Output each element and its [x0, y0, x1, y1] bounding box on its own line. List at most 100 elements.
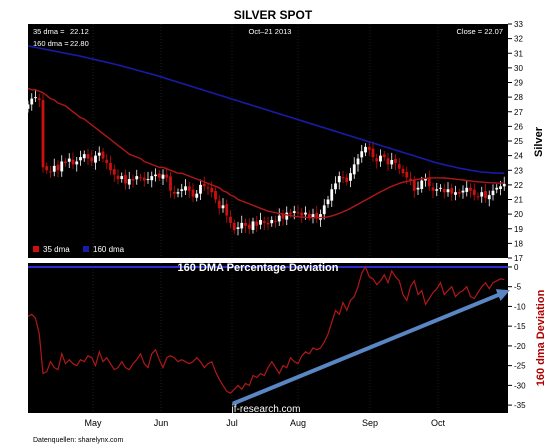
candle-body [64, 161, 67, 163]
candle-body [457, 192, 461, 194]
candle-body [495, 187, 499, 190]
candle-body [461, 190, 465, 193]
candle-body [431, 187, 435, 191]
date-label: Oct–21 2013 [249, 27, 292, 36]
candle-body [349, 173, 352, 181]
candle-body [491, 190, 495, 196]
candle-body [341, 177, 345, 179]
trend-arrow [232, 289, 510, 406]
candle-body [304, 212, 307, 215]
candle-body [26, 104, 30, 109]
candle-body [262, 221, 266, 223]
candle-body [270, 219, 274, 224]
candle-body [502, 183, 506, 187]
candle-body [109, 162, 112, 171]
candle-body [315, 212, 319, 219]
deviation-grid [92, 263, 439, 413]
y-tick-label: 17 [514, 254, 523, 263]
legend-ma160-label: 160 dma [93, 245, 125, 254]
candle-body [375, 158, 379, 162]
candle-body [176, 192, 180, 194]
candle-body [90, 157, 94, 162]
candle-body [101, 151, 105, 159]
deviation-y-axis: 0 -5 -10 -15 -20 -25 -30 -35 [508, 263, 526, 410]
candle-body [439, 187, 442, 189]
ma35-info-value: 22.12 [70, 27, 89, 36]
y-tick-label: 22 [514, 181, 523, 190]
candle-body [116, 175, 120, 180]
candle-body [397, 164, 401, 169]
candle-body [356, 158, 360, 165]
candle-body [244, 222, 247, 226]
candle-body [79, 157, 82, 161]
candle-body [364, 146, 367, 153]
candle-body [97, 152, 101, 156]
candle-body [184, 186, 187, 191]
month-label: Oct [431, 418, 446, 428]
candle-body [45, 166, 49, 171]
y-tick-label: -30 [514, 381, 526, 390]
candle-body [67, 158, 71, 162]
candle-body [180, 189, 184, 192]
candle-body [446, 189, 450, 193]
candle-body [412, 180, 416, 191]
candle-body [199, 184, 202, 194]
y-tick-label: -10 [514, 302, 526, 311]
candle-body [465, 187, 469, 192]
y-tick-label: -20 [514, 342, 526, 351]
candle-body [112, 169, 116, 175]
y-tick-label: 23 [514, 166, 523, 175]
candle-body [214, 191, 217, 200]
legend-ma160-swatch [83, 246, 89, 252]
candle-body [94, 155, 97, 163]
price-candles [26, 89, 506, 236]
candle-body [52, 165, 56, 172]
candle-body [259, 219, 262, 225]
y-tick-label: 19 [514, 225, 523, 234]
candle-body [221, 205, 225, 209]
candle-body [161, 174, 165, 179]
candle-body [401, 168, 405, 174]
y-tick-label: -25 [514, 362, 526, 371]
candle-body [157, 173, 161, 178]
candle-body [285, 212, 289, 220]
month-label: May [84, 418, 102, 428]
candle-body [487, 195, 491, 200]
y-tick-label: 20 [514, 210, 523, 219]
candle-body [424, 179, 427, 181]
candle-body [49, 171, 52, 173]
candle-body [442, 188, 446, 193]
y-tick-label: 33 [514, 20, 523, 29]
candle-body [142, 177, 146, 181]
y-tick-label: 26 [514, 122, 523, 131]
candle-body [420, 180, 424, 189]
y-tick-label: -5 [514, 283, 522, 292]
candle-body [382, 154, 386, 158]
candle-body [75, 161, 79, 165]
candle-body [127, 179, 131, 185]
legend-ma35-swatch [33, 246, 39, 252]
candle-body [34, 97, 37, 99]
candle-body [150, 176, 154, 181]
legend-ma35-label: 35 dma [43, 245, 70, 254]
candle-body [191, 189, 195, 197]
y-tick-label: 28 [514, 93, 523, 102]
candle-body [281, 214, 285, 219]
candle-body [169, 176, 172, 191]
y-tick-label: 32 [514, 35, 523, 44]
candle-body [232, 222, 236, 231]
y-tick-label: 24 [514, 152, 523, 161]
month-label: Sep [362, 418, 378, 428]
ma35-line [27, 87, 505, 219]
candle-body [352, 164, 356, 175]
candle-body [172, 191, 176, 194]
y-tick-label: -35 [514, 401, 526, 410]
y-tick-label: 0 [514, 263, 519, 272]
candle-body [409, 178, 412, 181]
candle-body [60, 161, 64, 172]
candle-body [296, 212, 300, 214]
candle-body [476, 196, 480, 198]
candle-body [236, 227, 240, 230]
candle-body [435, 189, 439, 191]
